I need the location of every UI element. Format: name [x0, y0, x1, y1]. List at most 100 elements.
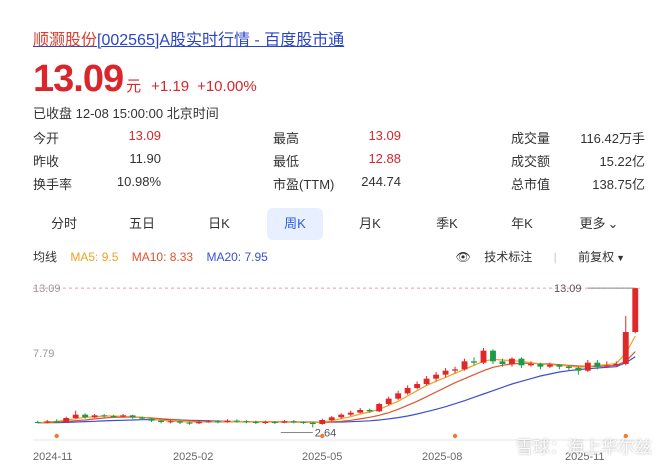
candle-body [594, 362, 601, 367]
kline-svg[interactable]: 13.09 7.79 13.09 2.64 2024-11 2025-02 2025-05 2… [0, 270, 666, 468]
title-rest[interactable]: [002565]A股实时行情 - 百度股市通 [97, 32, 345, 49]
candle-body [224, 420, 231, 422]
candle-body [518, 358, 525, 366]
candle-body [167, 421, 174, 423]
price-adjust-label: 前复权 [578, 250, 615, 264]
x-tick-label: 2025-11 [565, 451, 605, 463]
stat-value: 13.09 [128, 128, 161, 143]
page-title[interactable]: 顺灏股份[002565]A股实时行情 - 百度股市通 [33, 26, 344, 50]
candle-body [53, 421, 60, 423]
tab-7[interactable]: 年K [494, 208, 550, 240]
candle-body [177, 421, 183, 423]
stat-label: 成交额 [511, 154, 551, 169]
candle-body [252, 422, 259, 423]
price-change-percent: +10.00% [197, 78, 257, 95]
divider: | [553, 250, 557, 264]
tab-label: 五日 [128, 216, 155, 231]
candle-body [613, 364, 620, 366]
x-tick-label: 2025-02 [173, 451, 213, 463]
candle-body [385, 398, 392, 404]
candle-body [309, 422, 316, 424]
tab-label: 月K [359, 216, 381, 231]
stat-label: 最低 [273, 154, 300, 169]
tab-8[interactable]: 更多 ⌄ [571, 208, 627, 240]
candle-body [395, 393, 402, 399]
tab-label: 分时 [50, 216, 77, 231]
tab-5[interactable]: 月K [342, 208, 398, 240]
candle-body [357, 410, 364, 413]
tab-label: 更多 [579, 216, 606, 231]
chevron-down-icon: ⌄ [607, 216, 619, 231]
candle-body [603, 365, 610, 367]
candle-body [101, 415, 108, 417]
ma10-line [37, 351, 636, 424]
candle-body [205, 421, 212, 423]
candle-body [414, 384, 421, 388]
tab-3[interactable]: 日K [191, 208, 247, 240]
candle-body [300, 422, 307, 423]
candle-body [442, 370, 449, 375]
candle-body [72, 414, 79, 418]
stat-value: 244.74 [361, 174, 401, 189]
candle-body [404, 388, 411, 394]
min-price-label: 2.64 [315, 427, 336, 439]
candle-body [290, 421, 297, 423]
stat-label: 昨收 [33, 154, 60, 169]
tab-label: 日K [208, 216, 230, 231]
candle-body [44, 421, 51, 423]
tab-label: 年K [511, 216, 533, 231]
ma-legend: 均线 MA5: 9.5 MA10: 8.33 MA20: 7.95 👁 技术标注… [33, 248, 645, 265]
candle-body [499, 361, 506, 364]
stat-label: 市盈(TTM) [273, 177, 335, 192]
event-marker [452, 433, 458, 439]
candle-body [433, 374, 440, 379]
tab-2[interactable]: 五日 [114, 208, 170, 240]
tab-6[interactable]: 季K [419, 208, 475, 240]
event-marker [623, 433, 628, 439]
candle-body [461, 361, 468, 370]
candle-body [91, 415, 98, 418]
candle-body [158, 420, 164, 422]
tech-annotation-label: 技术标注 [484, 250, 533, 264]
stat-label: 总市值 [511, 177, 551, 192]
candle-body [148, 418, 155, 421]
candle-body [281, 421, 288, 423]
y-tick-label: 7.79 [33, 348, 54, 360]
candle-body [565, 366, 572, 368]
candle-body [575, 368, 582, 371]
stat-value: 116.42万手 [580, 131, 645, 146]
market-status: 已收盘 12-08 15:00:00 北京时间 [33, 106, 219, 121]
stat-label: 最高 [273, 131, 300, 146]
candle-body [129, 415, 136, 418]
candle-body [584, 362, 591, 371]
stat-cell: 换手率 10.98% [33, 174, 161, 192]
price-adjust-dropdown[interactable]: 前复权 ▼ [578, 250, 635, 264]
ma10-value: MA10: 8.33 [131, 250, 194, 264]
stat-value: 138.75亿 [592, 177, 645, 192]
candle-body [537, 364, 544, 367]
candle-body [243, 421, 250, 423]
stat-value: 12.88 [368, 151, 401, 166]
price-row: 13.09 元 +1.19 +10.00% [33, 58, 257, 101]
stat-label: 今开 [33, 131, 60, 146]
stat-label: 换手率 [33, 177, 73, 192]
tab-4[interactable]: 周K [267, 208, 323, 240]
tech-annotation-toggle[interactable]: 👁 技术标注 [448, 250, 533, 264]
ma5-line [37, 335, 636, 424]
tab-1[interactable]: 分时 [36, 208, 92, 240]
price-unit: 元 [126, 78, 142, 95]
ma5-value: MA5: 9.5 [70, 250, 119, 264]
candle-body [366, 410, 373, 412]
candle-body [338, 414, 345, 418]
candle-body [262, 422, 269, 423]
stock-name[interactable]: 顺灏股份 [33, 32, 98, 49]
watermark: 雪球：海上华尔兹 [516, 438, 652, 457]
x-tick-label: 2024-11 [33, 451, 73, 463]
candle-body [328, 417, 335, 420]
tab-label: 季K [436, 216, 458, 231]
kline-chart[interactable]: 13.09 7.79 13.09 2.64 2024-11 2025-02 2025-05 2… [0, 270, 666, 468]
ma-label: 均线 [33, 250, 58, 264]
candle-body [139, 417, 146, 419]
ma20-value: MA20: 7.95 [206, 250, 268, 264]
stat-cell: 成交额 15.22亿 [511, 151, 645, 169]
